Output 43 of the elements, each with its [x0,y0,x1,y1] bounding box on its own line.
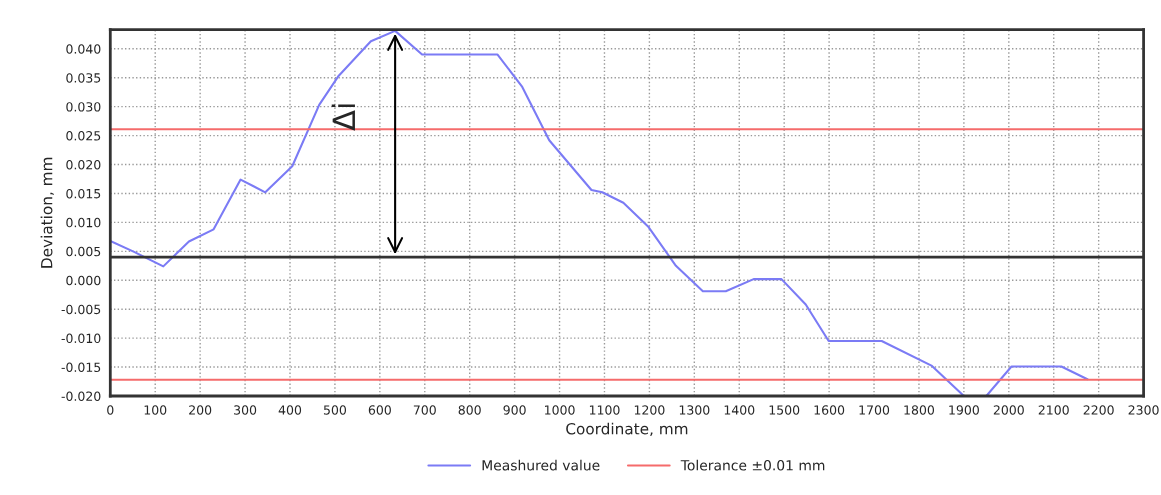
annotation: Δi [331,104,355,131]
x-tick-label: 800 [458,405,481,415]
x-tick-label: 400 [278,405,302,415]
y-tick-label: -0.010 [61,333,101,344]
x-tick-label: 1500 [769,405,800,415]
x-tick-label: 600 [368,405,391,415]
line-series [110,29,1089,396]
y-axis-title: Deviation, mm [40,157,55,268]
x-tick-label: 1700 [859,405,890,415]
legend-label: Meashured value [482,459,600,471]
legend-label: Tolerance ±0.01 mm [680,459,825,471]
y-tick-label: -0.015 [61,362,101,372]
y-tick-label: 0.015 [66,188,101,199]
x-tick-label: 2200 [1083,405,1114,415]
x-tick-label: 1000 [545,405,575,415]
x-tick-label: 1600 [814,405,845,415]
x-tick-label: 2300 [1128,405,1159,415]
x-tick-label: 1100 [589,405,620,415]
x-tick-label: 2000 [993,405,1024,415]
x-tick-label: 1400 [724,405,755,415]
y-tick-label: 0.035 [66,73,101,83]
x-axis-title: Coordinate, mm [566,422,688,437]
x-tick-label: 1300 [679,405,710,415]
x-tick-label: 200 [189,405,212,415]
x-tick-label: 1900 [949,405,979,415]
y-tick-label: 0.030 [66,102,101,112]
y-tick-label: 0.005 [66,246,101,257]
y-tick-label: 0.010 [66,217,101,228]
x-tick-label: 500 [323,405,347,415]
x-tick-label: 900 [503,405,526,415]
y-tick-label: 0.020 [66,160,101,170]
y-tick-label: 0.040 [66,44,101,54]
y-tick-label: -0.005 [61,304,101,315]
y-tick-label: -0.020 [61,391,101,401]
x-tick-label: 1200 [634,405,665,415]
y-tick-label: 0.000 [66,275,101,286]
x-tick-label: 300 [234,405,257,415]
y-tick-label: 0.025 [66,131,101,141]
x-tick-label: 0 [107,405,114,415]
x-tick-label: 700 [413,405,436,415]
x-tick-label: 1800 [904,405,935,415]
x-tick-label: 100 [144,405,167,415]
x-tick-label: 2100 [1038,405,1069,415]
